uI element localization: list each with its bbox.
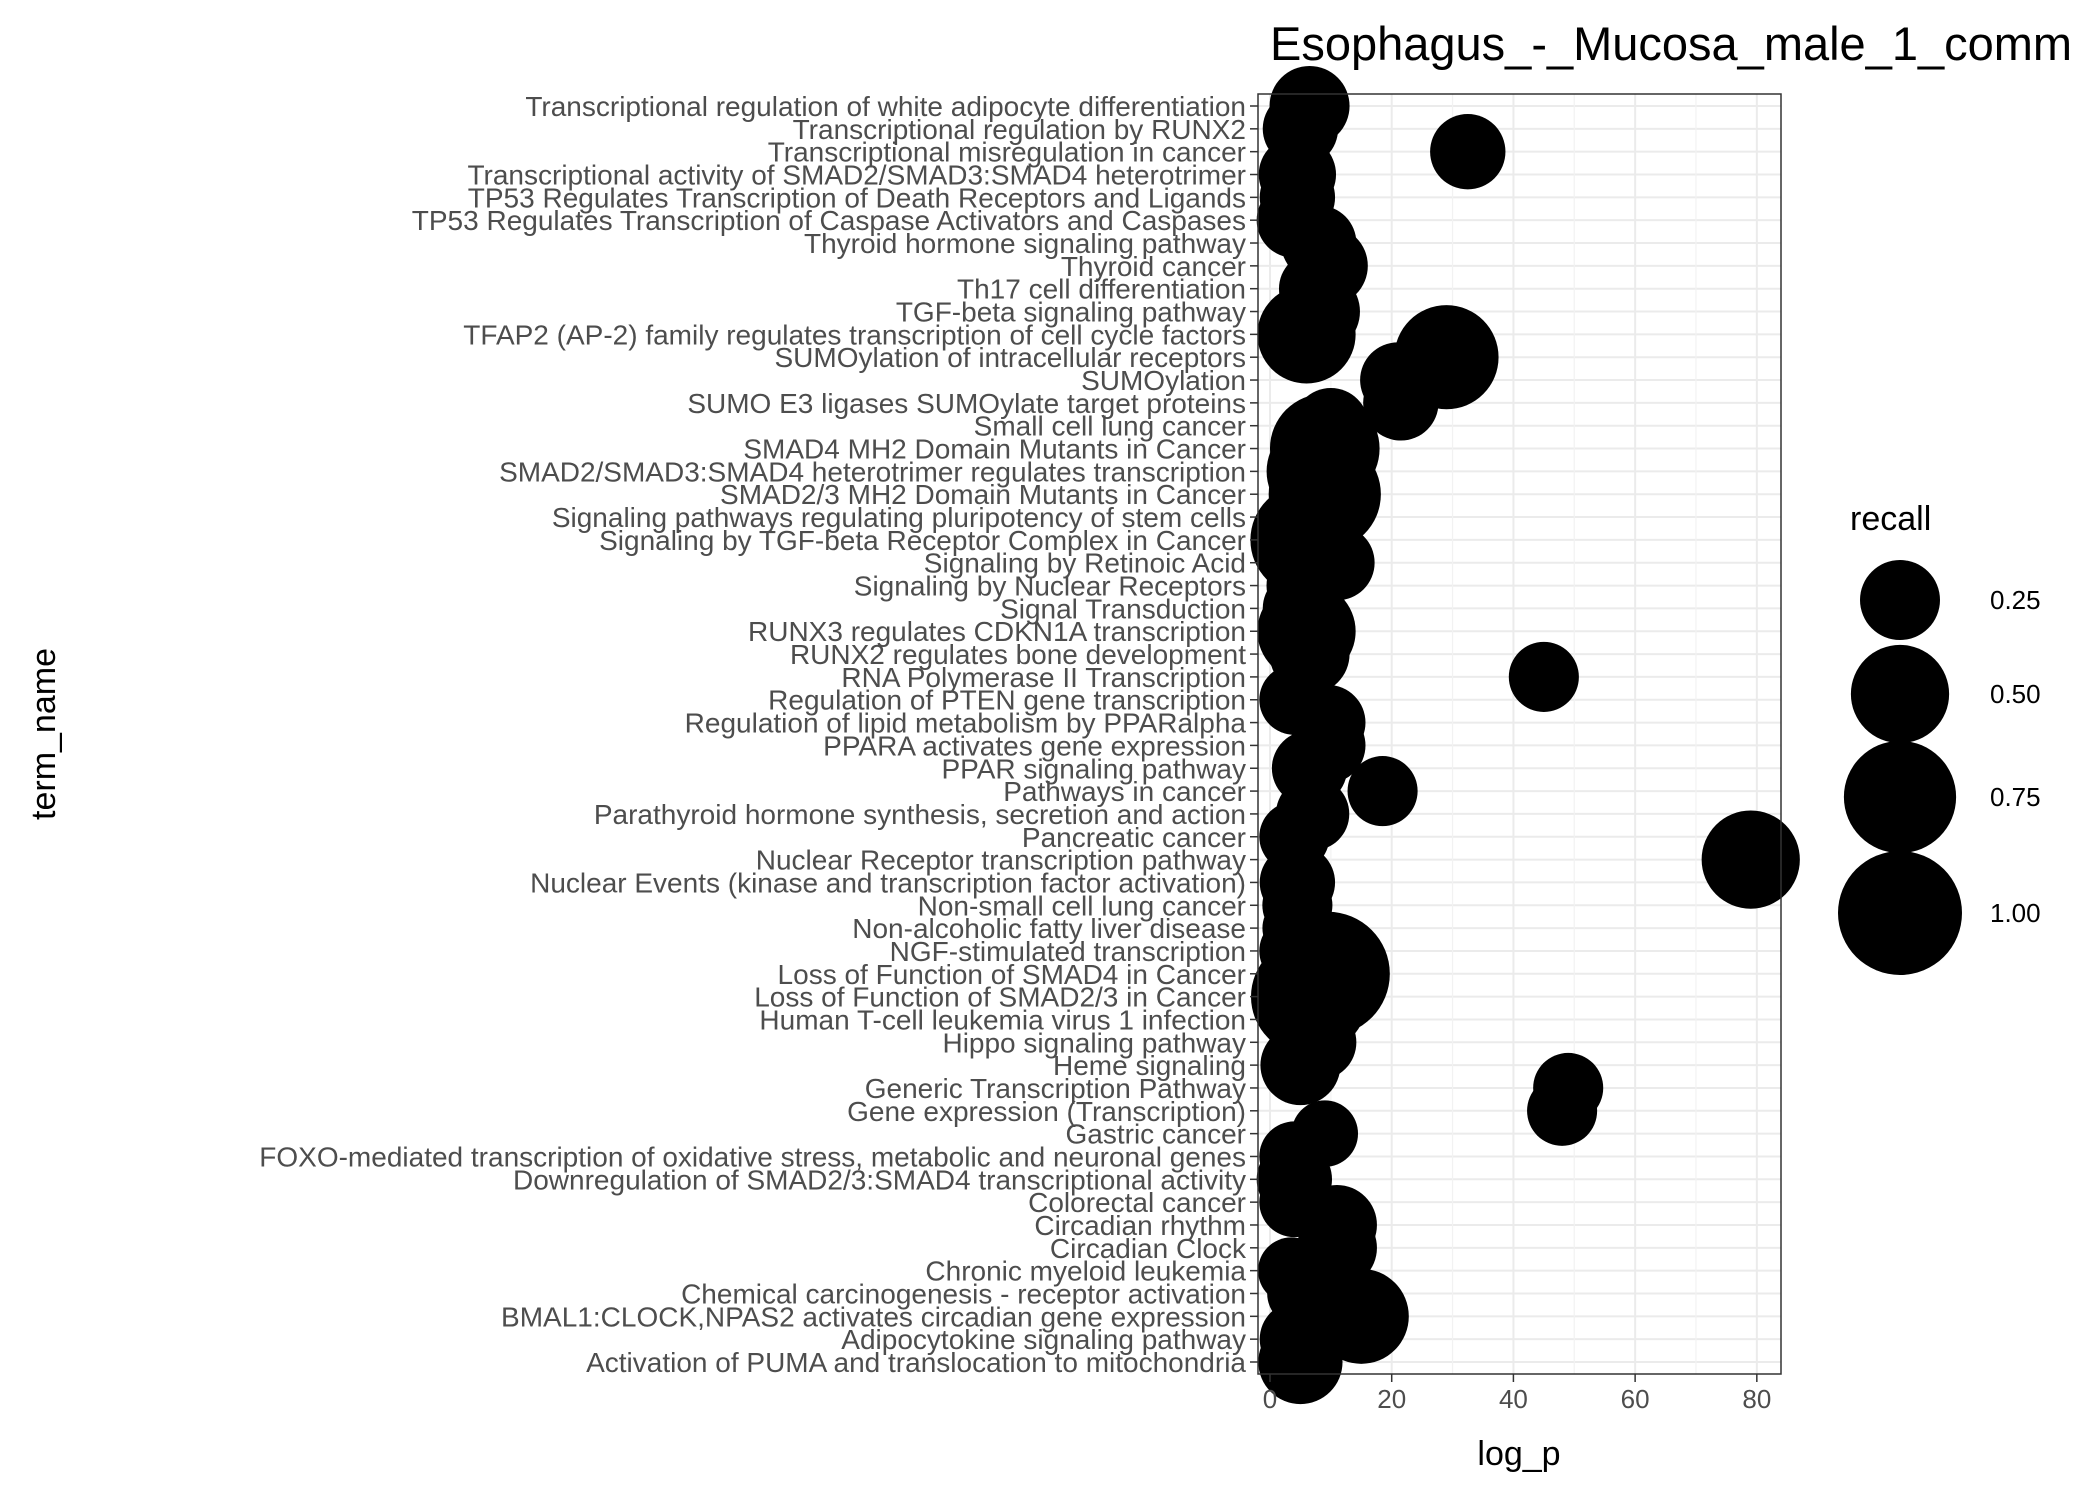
point [1701, 810, 1800, 909]
y-tick-label: SUMO E3 ligases SUMOylate target protein… [687, 388, 1246, 419]
y-tick-label: Pancreatic cancer [1022, 822, 1246, 853]
point [1258, 1319, 1343, 1405]
y-tick-label: Small cell lung cancer [974, 411, 1246, 442]
y-tick-label: Signaling by Nuclear Receptors [854, 571, 1246, 602]
y-tick-label: Non-alcoholic fatty liver disease [852, 913, 1246, 944]
y-tick-label: SMAD2/SMAD3:SMAD4 heterotrimer regulates… [499, 456, 1246, 487]
y-tick-label: Pathways in cancer [1003, 776, 1246, 807]
legend-title: recall [1850, 500, 1931, 538]
y-tick-label: Signaling by Retinoic Acid [924, 548, 1246, 579]
y-tick-label: RUNX3 regulates CDKN1A transcription [748, 616, 1246, 647]
y-tick-label: Transcriptional misregulation in cancer [768, 137, 1246, 168]
y-tick-label: Signal Transduction [1000, 593, 1246, 624]
chart-title: Esophagus_-_Mucosa_male_1_comm [1270, 17, 2072, 70]
legend-label: 0.25 [1990, 585, 2041, 615]
legend-key [1843, 740, 1957, 854]
y-tick-label: NGF-stimulated transcription [890, 936, 1246, 967]
legend-key [1850, 644, 1950, 744]
legend-key [1860, 560, 1940, 640]
y-tick-label: TFAP2 (AP-2) family regulates transcript… [463, 319, 1246, 350]
y-tick-label: Transcriptional regulation by RUNX2 [793, 114, 1246, 145]
point [1313, 1268, 1409, 1364]
y-tick-label: Regulation of PTEN gene transcription [768, 685, 1246, 716]
legend-label: 0.50 [1990, 679, 2041, 709]
y-tick-label: Transcriptional regulation of white adip… [525, 91, 1246, 122]
y-tick-label: Signaling by TGF-beta Receptor Complex i… [599, 525, 1246, 556]
x-axis-title: log_p [1477, 1435, 1560, 1473]
point [1430, 113, 1506, 190]
y-tick-label: Hippo signaling pathway [942, 1027, 1246, 1058]
y-tick-label: BMAL1:CLOCK,NPAS2 activates circadian ge… [501, 1301, 1246, 1332]
y-tick-label: Signaling pathways regulating pluripoten… [552, 502, 1246, 533]
panel-border [1257, 93, 1782, 1375]
point [1347, 756, 1418, 827]
y-tick-label: Human T-cell leukemia virus 1 infection [759, 1004, 1246, 1035]
y-tick-label: Activation of PUMA and translocation to … [586, 1347, 1246, 1378]
point [1527, 1075, 1598, 1146]
y-tick-label: Parathyroid hormone synthesis, secretion… [594, 799, 1246, 830]
legend-label: 0.75 [1990, 782, 2041, 812]
point [1257, 285, 1356, 384]
y-tick-label: Transcriptional activity of SMAD2/SMAD3:… [467, 160, 1246, 191]
x-tick-label: 40 [1499, 1384, 1528, 1414]
x-tick-label: 0 [1263, 1384, 1277, 1414]
y-tick-label: RNA Polymerase II Transcription [841, 662, 1246, 693]
point [1508, 641, 1579, 712]
y-tick-label: SUMOylation of intracellular receptors [774, 342, 1246, 373]
y-tick-label: Gastric cancer [1066, 1119, 1247, 1150]
y-tick-label: Loss of Function of SMAD4 in Cancer [778, 959, 1246, 990]
y-tick-label: Circadian Clock [1050, 1233, 1247, 1264]
point [1260, 1025, 1341, 1106]
y-tick-label: Regulation of lipid metabolism by PPARal… [685, 708, 1247, 739]
y-tick-label: FOXO-mediated transcription of oxidative… [259, 1141, 1246, 1172]
x-axis: 0 20 40 60 80 [1263, 1374, 1771, 1414]
y-tick-label: Th17 cell differentiation [957, 274, 1246, 305]
x-tick-label: 60 [1621, 1384, 1650, 1414]
y-tick-label: Adipocytokine signaling pathway [841, 1324, 1246, 1355]
y-tick-label: Chronic myeloid leukemia [925, 1256, 1246, 1287]
point [1363, 365, 1439, 441]
y-tick-label: Downregulation of SMAD2/3:SMAD4 transcri… [513, 1164, 1246, 1195]
y-tick-label: Thyroid hormone signaling pathway [804, 228, 1246, 259]
y-tick-label: TGF-beta signaling pathway [896, 297, 1246, 328]
y-tick-label: Chemical carcinogenesis - receptor activ… [681, 1278, 1246, 1309]
x-tick-label: 20 [1377, 1384, 1406, 1414]
y-tick-label: Heme signaling [1053, 1050, 1246, 1081]
y-tick-label: Circadian rhythm [1034, 1210, 1246, 1241]
y-tick-label: Nuclear Events (kinase and transcription… [530, 867, 1246, 898]
y-tick-label: Generic Transcription Pathway [865, 1073, 1246, 1104]
y-tick-label: TP53 Regulates Transcription of Caspase … [412, 205, 1246, 236]
y-tick-label: Colorectal cancer [1028, 1187, 1246, 1218]
y-tick-label: Gene expression (Transcription) [847, 1096, 1246, 1127]
y-tick-label: SUMOylation [1081, 365, 1246, 396]
y-axis-title: term_name [25, 648, 63, 820]
y-tick-label: Nuclear Receptor transcription pathway [756, 845, 1246, 876]
y-tick-label: RUNX2 regulates bone development [790, 639, 1246, 670]
y-tick-label: Loss of Function of SMAD2/3 in Cancer [754, 982, 1246, 1013]
y-tick-label: SMAD2/3 MH2 Domain Mutants in Cancer [720, 479, 1246, 510]
legend-label: 1.00 [1990, 898, 2041, 928]
y-tick-label: SMAD4 MH2 Domain Mutants in Cancer [743, 434, 1246, 465]
y-tick-label: TP53 Regulates Transcription of Death Re… [468, 182, 1246, 213]
y-tick-label: PPARA activates gene expression [823, 730, 1246, 761]
legend: recall 0.25 0.50 0.75 1.00 [1838, 500, 2041, 975]
y-tick-label: Non-small cell lung cancer [918, 890, 1246, 921]
points [1250, 66, 1800, 1405]
legend-key [1838, 851, 1962, 975]
y-tick-label: PPAR signaling pathway [941, 753, 1246, 784]
y-tick-label: Thyroid cancer [1061, 251, 1246, 282]
y-axis: Transcriptional regulation of white adip… [259, 91, 1258, 1378]
x-tick-label: 80 [1742, 1384, 1771, 1414]
